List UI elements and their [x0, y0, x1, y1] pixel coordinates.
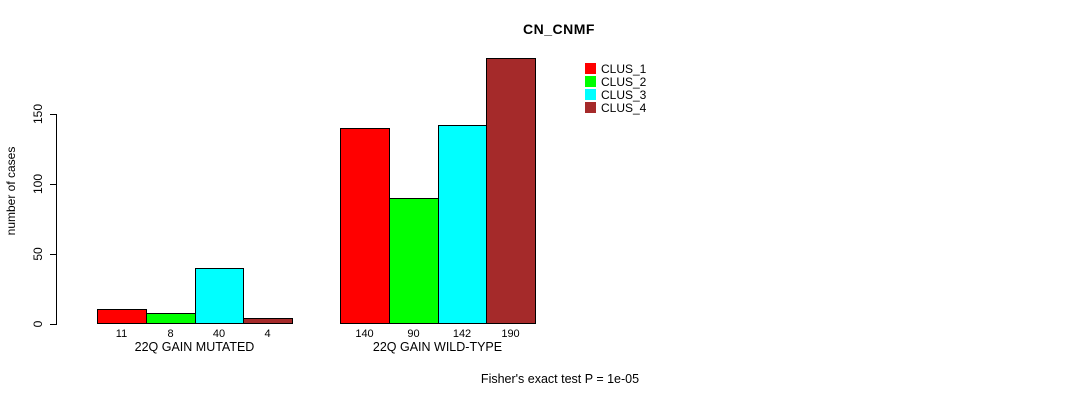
legend-swatch — [585, 89, 596, 100]
y-axis-tick — [50, 324, 57, 325]
bar-value-label: 140 — [355, 328, 374, 340]
chart-title: CN_CNMF — [523, 21, 595, 37]
legend-label: CLUS_2 — [601, 74, 647, 89]
bar-clus_4 — [486, 58, 536, 324]
legend-item: CLUS_3 — [585, 88, 646, 101]
y-axis-tick-label: 50 — [31, 247, 45, 261]
y-axis-tick — [50, 114, 57, 115]
y-axis-tick-label: 100 — [31, 173, 45, 195]
legend-swatch — [585, 76, 596, 87]
bar-clus_2 — [146, 313, 196, 324]
y-axis-tick-label: 0 — [31, 320, 45, 328]
bar-value-label: 190 — [501, 328, 520, 340]
legend-label: CLUS_1 — [601, 61, 647, 76]
bar-value-label: 90 — [407, 328, 420, 340]
y-axis-line — [56, 114, 57, 325]
bar-value-label: 142 — [452, 328, 472, 340]
legend-swatch — [585, 63, 596, 74]
y-axis-tick — [50, 254, 57, 255]
legend-swatch — [585, 102, 596, 113]
x-axis-group-label: 22Q GAIN MUTATED — [134, 340, 255, 354]
bar-value-label: 8 — [167, 328, 174, 340]
y-axis-tick-label: 150 — [31, 103, 45, 125]
legend-label: CLUS_4 — [601, 100, 647, 115]
bar-clus_1 — [340, 128, 390, 324]
bar-value-label: 4 — [264, 328, 271, 340]
legend-item: CLUS_2 — [585, 75, 646, 88]
bar-clus_4 — [243, 318, 293, 324]
legend-label: CLUS_3 — [601, 87, 647, 102]
legend: CLUS_1 CLUS_2 CLUS_3 CLUS_4 — [585, 62, 646, 114]
legend-item: CLUS_4 — [585, 101, 646, 114]
bar-clus_3 — [438, 125, 487, 324]
bar-value-label: 40 — [212, 328, 226, 340]
legend-item: CLUS_1 — [585, 62, 646, 75]
bar-clus_3 — [195, 268, 244, 324]
x-axis-group-label: 22Q GAIN WILD-TYPE — [372, 340, 503, 354]
bar-clus_2 — [389, 198, 439, 324]
y-axis-tick — [50, 184, 57, 185]
bar-value-label: 11 — [115, 328, 128, 340]
annotation-fisher-test: Fisher's exact test P = 1e-05 — [480, 372, 640, 386]
bar-clus_1 — [97, 309, 147, 324]
y-axis-label: number of cases — [4, 146, 18, 236]
